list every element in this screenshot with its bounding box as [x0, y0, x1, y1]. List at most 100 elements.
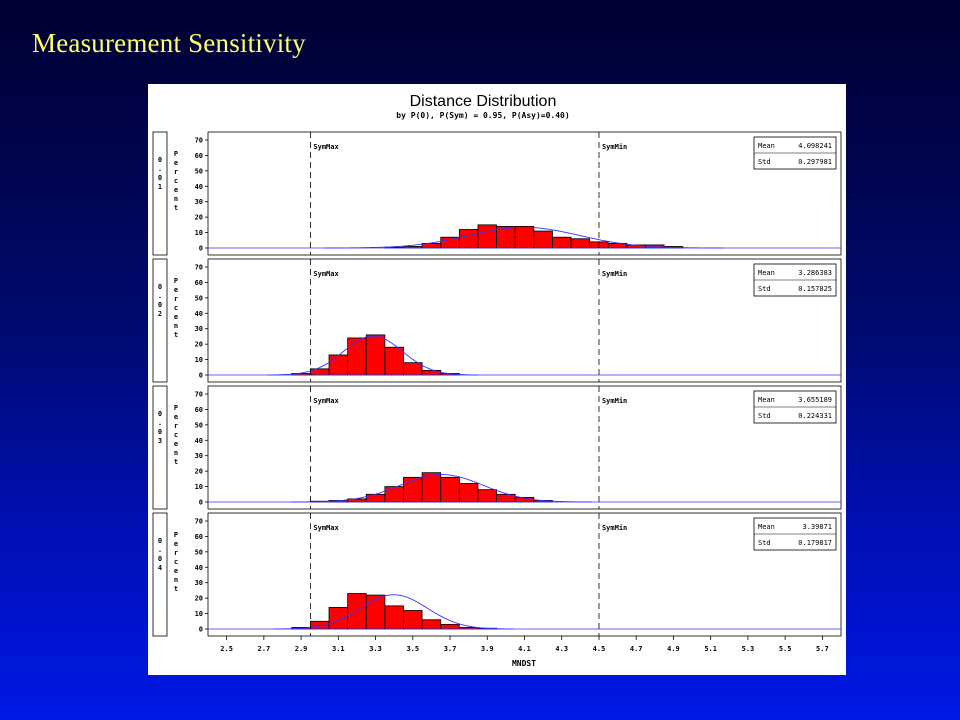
y-tick-label: 40 — [195, 310, 203, 318]
histogram-bar — [347, 593, 367, 630]
y-tick-label: 70 — [195, 137, 203, 145]
y-tick-label: 50 — [195, 294, 203, 302]
y-axis-label-char: r — [174, 295, 178, 303]
y-tick-label: 0 — [199, 626, 203, 634]
row-label-box — [152, 258, 168, 383]
chart-subtitle: by P(0), P(Sym) = 0.95, P(Asy)=0.40) — [396, 111, 569, 120]
histogram-bar — [477, 224, 497, 249]
x-tick-label: 5.3 — [742, 645, 755, 653]
y-tick-label: 10 — [195, 229, 203, 237]
stats-std-label: Std — [758, 285, 771, 293]
y-axis-label-char: e — [174, 159, 178, 167]
y-tick-label: 70 — [195, 391, 203, 399]
chart-title: Distance Distribution — [410, 93, 557, 110]
row-label-char: 2 — [158, 310, 162, 318]
y-axis-label-char: P — [174, 531, 178, 539]
histogram-bar — [403, 476, 423, 503]
row-label-box — [152, 385, 168, 510]
y-tick-label: 10 — [195, 610, 203, 618]
normal-curve — [291, 474, 592, 503]
y-axis-label-char: c — [174, 177, 178, 185]
y-axis-label-char: e — [174, 540, 178, 548]
x-tick-label: 3.5 — [406, 645, 419, 653]
y-tick-label: 50 — [195, 421, 203, 429]
reference-line-label: SymMin — [602, 524, 627, 532]
stats-mean-value: 3.286383 — [798, 269, 832, 277]
stats-mean-label: Mean — [758, 523, 775, 531]
row-label-char: 0 — [158, 537, 162, 545]
y-axis-label-char: e — [174, 440, 178, 448]
histogram-bar — [440, 623, 460, 630]
x-tick-label: 2.7 — [258, 645, 271, 653]
histogram-bar — [403, 362, 423, 376]
y-axis-label-char: t — [174, 585, 178, 593]
y-axis-label-char: n — [174, 576, 178, 584]
y-axis-label-char: n — [174, 322, 178, 330]
row-label-char: 0 — [158, 428, 162, 436]
y-tick-label: 30 — [195, 325, 203, 333]
y-tick-label: 30 — [195, 198, 203, 206]
stats-std-label: Std — [758, 412, 771, 420]
panel-frame — [207, 258, 842, 383]
row-label-char: 0 — [158, 301, 162, 309]
y-tick-label: 30 — [195, 452, 203, 460]
stats-std-value: 0.157825 — [798, 285, 832, 293]
x-tick-label: 3.9 — [481, 645, 494, 653]
y-tick-label: 20 — [195, 468, 203, 476]
x-tick-label: 5.7 — [816, 645, 829, 653]
x-tick-label: 4.1 — [518, 645, 531, 653]
panel-frame — [207, 385, 842, 510]
panel-frame — [207, 512, 842, 637]
histogram-bar — [309, 620, 330, 630]
normal-curve — [324, 226, 724, 249]
y-axis-label-char: e — [174, 567, 178, 575]
y-axis-label-char: n — [174, 449, 178, 457]
histogram-bar — [570, 238, 591, 249]
y-axis-label-char: P — [174, 404, 178, 412]
y-tick-label: 60 — [195, 279, 203, 287]
stats-mean-label: Mean — [758, 142, 775, 150]
x-tick-label: 5.1 — [704, 645, 717, 653]
histogram-bar — [477, 489, 497, 503]
y-tick-label: 60 — [195, 406, 203, 414]
reference-line-label: SymMax — [313, 524, 339, 532]
y-tick-label: 20 — [195, 341, 203, 349]
y-tick-label: 0 — [199, 499, 203, 507]
stats-mean-value: 3.39871 — [802, 523, 832, 531]
y-tick-label: 60 — [195, 152, 203, 160]
row-label-char: 0 — [158, 410, 162, 418]
x-tick-label: 3.7 — [444, 645, 457, 653]
y-axis-label-char: P — [174, 150, 178, 158]
row-label-char: 0 — [158, 555, 162, 563]
x-axis: 2.5 2.7 2.9 3.1 3.3 3.5 3.7 3.9 4.1 4.3 4.5 4.7 4.9 5… — [220, 636, 829, 653]
stats-mean-label: Mean — [758, 396, 775, 404]
histogram-bar — [533, 230, 553, 249]
stats-std-label: Std — [758, 158, 771, 166]
y-axis-label-char: e — [174, 313, 178, 321]
y-tick-label: 70 — [195, 518, 203, 526]
normal-curve — [267, 335, 479, 376]
histogram-bar — [403, 610, 423, 630]
row-label-char: . — [158, 419, 162, 427]
normal-curve — [273, 594, 514, 630]
y-axis-label-char: t — [174, 204, 178, 212]
x-tick-label: 3.3 — [369, 645, 382, 653]
y-axis-label-char: e — [174, 413, 178, 421]
histogram-bar — [421, 619, 442, 630]
slide-title: Measurement Sensitivity — [32, 28, 306, 58]
histogram-bar — [440, 236, 460, 249]
row-label-char: 3 — [158, 437, 162, 445]
histogram-bar — [458, 483, 479, 503]
y-axis-label-char: c — [174, 431, 178, 439]
row-label-char: 0 — [158, 174, 162, 182]
stats-std-label: Std — [758, 539, 771, 547]
y-tick-label: 20 — [195, 595, 203, 603]
